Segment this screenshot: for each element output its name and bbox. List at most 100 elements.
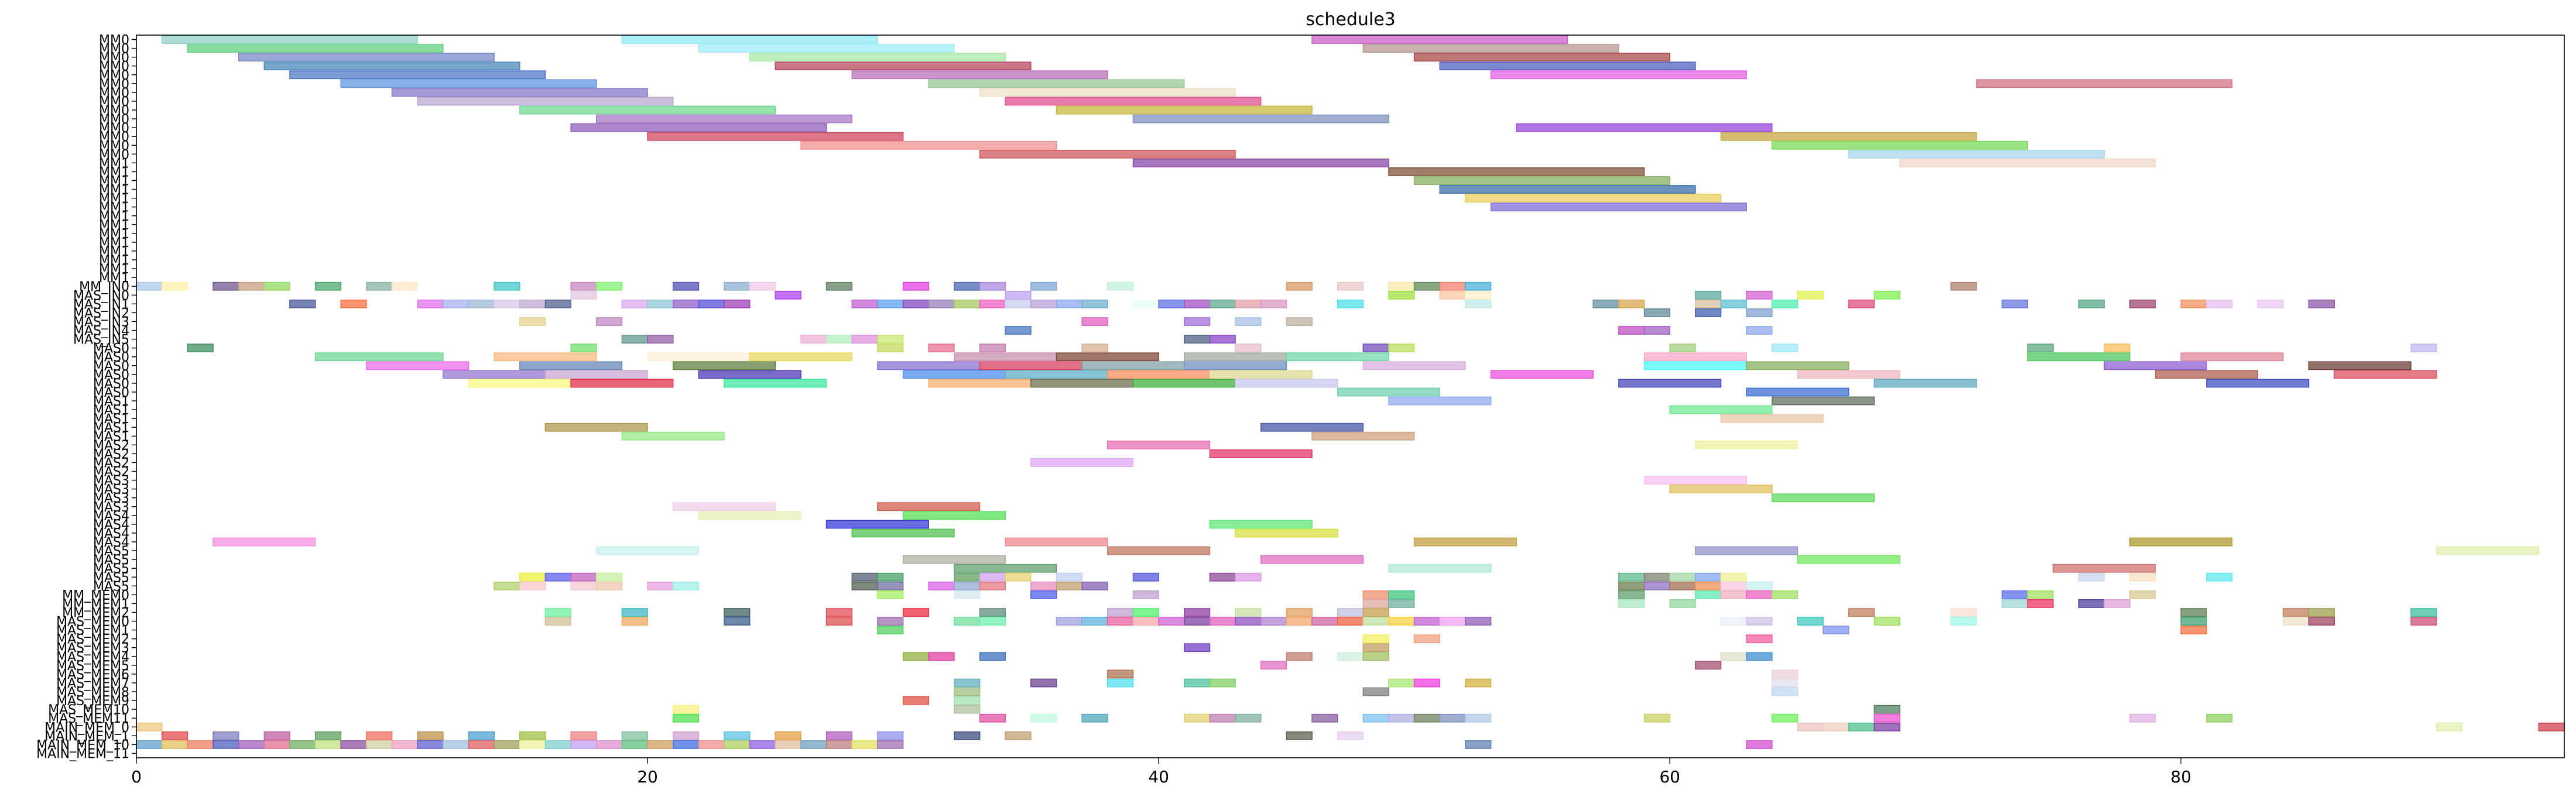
y-tick-label: MAS_MEM6 bbox=[56, 668, 129, 682]
task-bar bbox=[672, 705, 700, 714]
y-tick-label: MAS3 bbox=[93, 492, 129, 506]
task-bar bbox=[1643, 308, 1670, 317]
task-bar bbox=[1132, 159, 1389, 167]
task-bar bbox=[979, 608, 1006, 617]
task-bar bbox=[1695, 299, 1722, 308]
task-bar bbox=[825, 520, 929, 529]
task-bar bbox=[1643, 476, 1747, 485]
y-tick-label: MM0 bbox=[99, 104, 129, 118]
task-bar bbox=[672, 299, 700, 308]
task-bar bbox=[1081, 581, 1108, 590]
task-bar bbox=[979, 617, 1006, 626]
task-bar bbox=[2257, 299, 2284, 308]
task-bar bbox=[979, 361, 1083, 370]
task-bar bbox=[1772, 396, 1875, 406]
task-bar bbox=[2308, 299, 2335, 308]
task-bar bbox=[672, 731, 700, 740]
task-bar bbox=[1184, 643, 1211, 652]
task-bar bbox=[238, 740, 265, 749]
task-bar bbox=[263, 731, 290, 740]
x-tick-label: 40 bbox=[1148, 767, 1169, 786]
task-bar bbox=[1746, 308, 1773, 317]
task-bar bbox=[1362, 713, 1389, 723]
y-tick-label: MM0 bbox=[99, 130, 129, 145]
task-bar bbox=[902, 696, 930, 705]
y-tick-label: MAS1 bbox=[93, 412, 129, 427]
y-tick-label: MM0 bbox=[99, 95, 129, 109]
task-bar bbox=[2283, 608, 2310, 617]
task-bar bbox=[1056, 581, 1083, 590]
x-tick-label: 80 bbox=[2170, 767, 2191, 786]
task-bar bbox=[647, 740, 674, 749]
task-bar bbox=[1950, 281, 1977, 291]
task-bar bbox=[1797, 722, 1824, 731]
task-bar bbox=[1746, 387, 1849, 397]
task-bar bbox=[136, 281, 163, 291]
task-bar bbox=[954, 581, 981, 590]
y-tick-label: MM0 bbox=[99, 147, 129, 162]
task-bar bbox=[1695, 581, 1722, 590]
task-bar bbox=[902, 608, 930, 617]
task-bar bbox=[1695, 546, 1799, 555]
task-bar bbox=[1618, 326, 1645, 335]
task-bar bbox=[954, 617, 981, 626]
task-bar bbox=[1030, 713, 1057, 723]
y-tick-label: MM_MEM1 bbox=[62, 597, 129, 612]
y-tick-label: MM0 bbox=[99, 51, 129, 66]
task-bar bbox=[1235, 379, 1338, 388]
task-bar bbox=[1720, 414, 1824, 423]
task-bar bbox=[1184, 678, 1211, 688]
task-bar bbox=[1746, 581, 1773, 590]
task-bar bbox=[1311, 617, 1338, 626]
x-tick-label: 0 bbox=[131, 767, 142, 786]
task-bar bbox=[1976, 79, 2233, 88]
task-bar bbox=[1209, 572, 1236, 582]
task-bar bbox=[1643, 572, 1670, 582]
task-bar bbox=[1439, 713, 1466, 723]
task-bar bbox=[1005, 290, 1032, 300]
task-bar bbox=[928, 343, 955, 353]
y-tick-label: MAS2 bbox=[93, 438, 129, 453]
task-bar bbox=[1005, 370, 1108, 379]
task-bar bbox=[1081, 713, 1108, 723]
task-bar bbox=[1439, 290, 1466, 300]
task-bar bbox=[1081, 361, 1185, 370]
task-bar bbox=[1388, 590, 1415, 599]
task-bar bbox=[595, 581, 623, 590]
task-bar bbox=[2027, 599, 2054, 608]
task-bar bbox=[1056, 617, 1083, 626]
task-bar bbox=[1107, 608, 1134, 617]
task-bar bbox=[825, 740, 853, 749]
task-bar bbox=[443, 740, 470, 749]
task-bar bbox=[1362, 652, 1389, 661]
task-bar bbox=[1005, 97, 1262, 106]
y-tick-label: MAS_MEM5 bbox=[56, 659, 129, 674]
task-bar bbox=[749, 281, 776, 291]
y-tick-label: MAS4 bbox=[93, 518, 129, 533]
task-bar bbox=[289, 299, 316, 308]
task-bar bbox=[544, 608, 571, 617]
task-bar bbox=[1618, 581, 1645, 590]
task-bar bbox=[1695, 290, 1722, 300]
y-tick-label: MM0 bbox=[99, 33, 129, 48]
task-bar bbox=[494, 352, 597, 362]
task-bar bbox=[851, 581, 878, 590]
task-bar bbox=[2180, 299, 2207, 308]
task-bar bbox=[1235, 617, 1262, 626]
task-bar bbox=[1772, 669, 1799, 679]
task-bar bbox=[647, 299, 674, 308]
task-bar bbox=[494, 740, 520, 749]
task-bar bbox=[672, 581, 700, 590]
task-bar bbox=[340, 79, 597, 88]
task-bar bbox=[1184, 713, 1211, 723]
task-bar bbox=[2154, 370, 2258, 379]
task-bar bbox=[570, 581, 597, 590]
task-bar bbox=[1132, 299, 1159, 308]
task-bar bbox=[1235, 608, 1262, 617]
task-bar bbox=[1158, 617, 1185, 626]
task-bar bbox=[724, 379, 827, 388]
task-bar bbox=[1413, 678, 1441, 688]
task-bar bbox=[1873, 617, 1900, 626]
task-bar bbox=[417, 740, 444, 749]
